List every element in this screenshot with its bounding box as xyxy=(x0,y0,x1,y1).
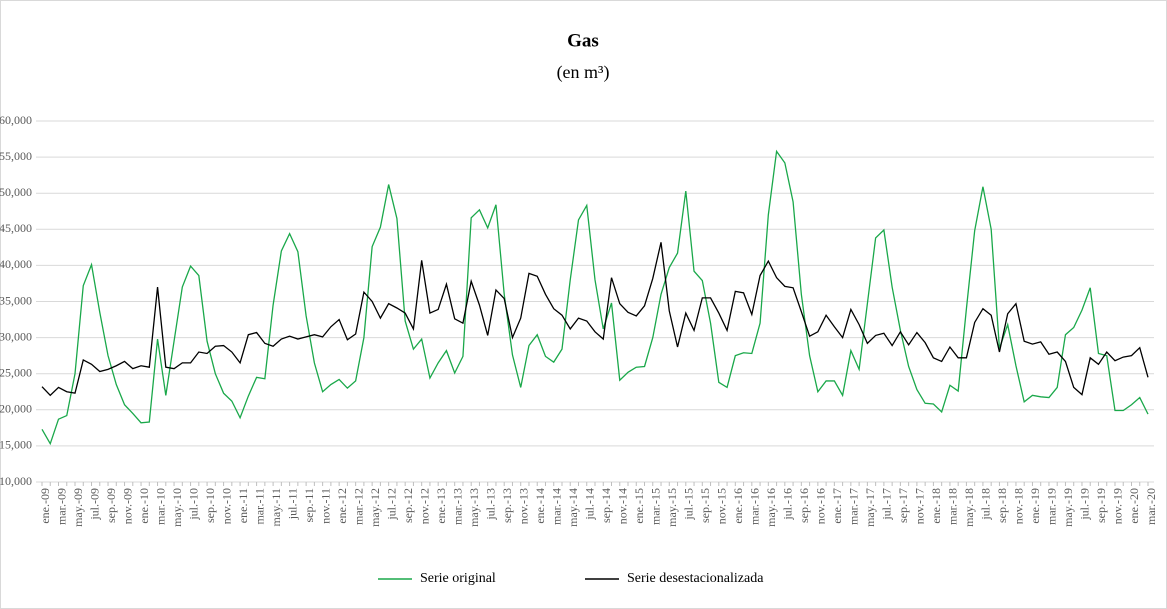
y-tick-label: 55,000 xyxy=(0,149,32,163)
x-tick-label: may.-18 xyxy=(962,488,976,527)
x-tick-label: mar.-14 xyxy=(549,488,563,525)
x-tick-label: jul.-14 xyxy=(582,488,596,521)
x-tick-label: nov.-12 xyxy=(417,488,431,524)
x-tick-label: mar.-18 xyxy=(946,488,960,525)
x-tick-label: jul.-18 xyxy=(979,488,993,521)
x-tick-label: sep.-18 xyxy=(995,488,1009,523)
y-tick-label: 15,000 xyxy=(0,438,32,452)
y-tick-label: 30,000 xyxy=(0,329,32,343)
x-tick-label: jul.-09 xyxy=(87,488,101,521)
chart-subtitle: (en m³) xyxy=(557,62,610,83)
x-tick-label: may.-17 xyxy=(863,488,877,527)
x-tick-label: sep.-17 xyxy=(896,488,910,523)
x-tick-label: ene.-17 xyxy=(830,488,844,524)
x-tick-label: mar.-20 xyxy=(1144,488,1158,525)
y-tick-label: 20,000 xyxy=(0,402,32,416)
x-tick-label: may.-14 xyxy=(566,488,580,527)
x-tick-label: sep.-19 xyxy=(1094,488,1108,523)
x-tick-label: ene.-14 xyxy=(533,488,547,524)
x-tick-label: ene.-11 xyxy=(236,488,250,523)
x-tick-label: nov.-11 xyxy=(318,488,332,524)
x-tick-label: jul.-11 xyxy=(285,488,299,520)
x-tick-label: nov.-15 xyxy=(715,488,729,524)
x-tick-label: mar.-16 xyxy=(748,488,762,525)
x-tick-label: sep.-15 xyxy=(698,488,712,523)
y-tick-label: 35,000 xyxy=(0,293,32,307)
x-tick-label: sep.-09 xyxy=(104,488,118,523)
x-tick-label: may.-16 xyxy=(764,488,778,527)
x-tick-label: jul.-10 xyxy=(186,488,200,521)
x-tick-label: ene.-19 xyxy=(1028,488,1042,524)
x-tick-label: mar.-15 xyxy=(649,488,663,525)
series-line xyxy=(41,242,1149,397)
x-tick-label: nov.-19 xyxy=(1111,488,1125,524)
x-tick-label: mar.-12 xyxy=(351,488,365,525)
x-tick-label: jul.-16 xyxy=(781,488,795,521)
x-tick-label: sep.-10 xyxy=(203,488,217,523)
chart-title: Gas xyxy=(567,30,599,51)
x-tick-label: jul.-17 xyxy=(880,488,894,521)
x-tick-label: may.-09 xyxy=(71,488,85,527)
x-tick-label: mar.-19 xyxy=(1045,488,1059,525)
x-tick-label: may.-19 xyxy=(1061,488,1075,527)
x-tick-label: mar.-09 xyxy=(54,488,68,525)
x-tick-label: ene.-10 xyxy=(137,488,151,524)
y-tick-label: 60,000 xyxy=(0,113,32,127)
y-tick-label: 50,000 xyxy=(0,185,32,199)
x-tick-label: ene.-09 xyxy=(38,488,52,524)
x-tick-label: may.-11 xyxy=(269,488,283,526)
x-tick-label: sep.-13 xyxy=(500,488,514,523)
x-tick-label: sep.-14 xyxy=(599,488,613,523)
x-tick-label: ene.-12 xyxy=(335,488,349,524)
x-tick-label: may.-15 xyxy=(665,488,679,527)
y-tick-label: 25,000 xyxy=(0,365,32,379)
x-tick-label: sep.-11 xyxy=(302,488,316,523)
x-tick-label: jul.-13 xyxy=(483,488,497,521)
x-tick-label: ene.-15 xyxy=(632,488,646,524)
x-tick-label: ene.-13 xyxy=(434,488,448,524)
x-tick-label: jul.-12 xyxy=(384,488,398,521)
y-tick-label: 10,000 xyxy=(0,474,32,488)
x-tick-label: may.-12 xyxy=(368,488,382,527)
x-tick-label: nov.-13 xyxy=(516,488,530,524)
x-tick-label: may.-13 xyxy=(467,488,481,527)
x-tick-label: nov.-18 xyxy=(1012,488,1026,524)
x-tick-label: mar.-17 xyxy=(847,488,861,525)
x-tick-label: jul.-19 xyxy=(1078,488,1092,521)
y-tick-label: 45,000 xyxy=(0,221,32,235)
legend-label: Serie desestacionalizada xyxy=(627,571,764,586)
x-tick-label: nov.-10 xyxy=(219,488,233,524)
x-tick-label: mar.-10 xyxy=(153,488,167,525)
x-tick-label: nov.-17 xyxy=(913,488,927,524)
legend-label: Serie original xyxy=(420,571,496,586)
y-tick-label: 40,000 xyxy=(0,257,32,271)
x-tick-label: mar.-11 xyxy=(252,488,266,525)
x-tick-label: ene.-20 xyxy=(1127,488,1141,524)
x-tick-label: nov.-09 xyxy=(120,488,134,524)
x-tick-label: sep.-16 xyxy=(797,488,811,523)
series-line xyxy=(41,149,1149,446)
x-tick-label: ene.-18 xyxy=(929,488,943,524)
x-tick-label: jul.-15 xyxy=(682,488,696,521)
x-tick-label: mar.-13 xyxy=(450,488,464,525)
x-tick-label: nov.-16 xyxy=(814,488,828,524)
x-tick-label: ene.-16 xyxy=(731,488,745,524)
x-tick-label: sep.-12 xyxy=(401,488,415,523)
x-tick-label: may.-10 xyxy=(170,488,184,527)
x-tick-label: nov.-14 xyxy=(616,488,630,524)
